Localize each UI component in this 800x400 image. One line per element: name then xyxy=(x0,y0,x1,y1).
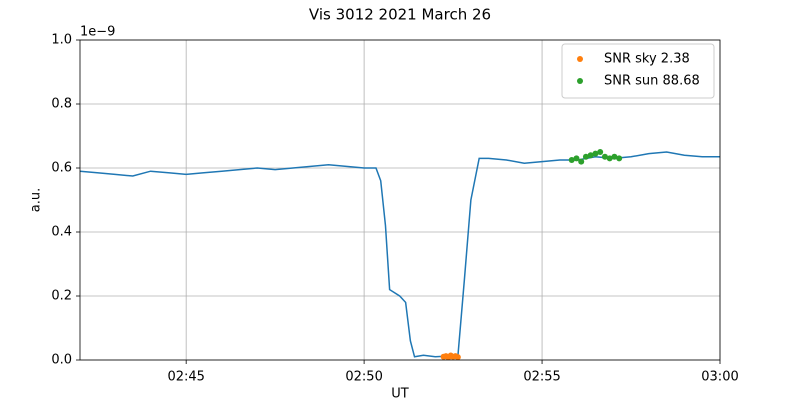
scatter-point xyxy=(597,149,604,155)
scatter-point xyxy=(578,158,585,165)
scatter-point xyxy=(582,153,589,160)
plot-area xyxy=(80,149,720,360)
y-tick-label: 0.6 xyxy=(51,161,72,176)
y-tick-label: 0.2 xyxy=(51,289,72,304)
x-tick-label: 02:45 xyxy=(167,370,204,385)
x-tick-label: 02:50 xyxy=(345,370,382,385)
y-offset-label: 1e−9 xyxy=(80,25,115,40)
legend-label: SNR sun 88.68 xyxy=(604,74,700,89)
chart-title: Vis 3012 2021 March 26 xyxy=(309,6,491,24)
legend-box xyxy=(561,43,715,99)
y-tick-label: 0.0 xyxy=(51,353,72,368)
legend-marker xyxy=(577,56,583,62)
scatter-point xyxy=(601,153,608,160)
scatter-point xyxy=(454,354,461,360)
y-axis-label: a.u. xyxy=(29,188,44,212)
y-tick-label: 1.0 xyxy=(51,33,72,48)
scatter-point xyxy=(573,155,580,162)
scatter-point xyxy=(611,153,618,160)
scatter-point xyxy=(616,155,623,162)
scatter-point xyxy=(587,152,594,159)
legend-marker xyxy=(577,78,583,84)
x-axis-label: UT xyxy=(391,387,409,400)
data-line xyxy=(80,151,720,358)
scatter-point xyxy=(568,157,575,163)
x-tick-label: 03:00 xyxy=(701,370,738,385)
legend-label: SNR sky 2.38 xyxy=(604,52,690,67)
scatter-point xyxy=(606,155,613,162)
y-tick-label: 0.4 xyxy=(51,225,72,240)
x-tick-label: 02:55 xyxy=(523,370,560,385)
scatter-point xyxy=(592,150,599,157)
y-tick-label: 0.8 xyxy=(51,97,72,112)
axes-frame xyxy=(79,39,721,361)
